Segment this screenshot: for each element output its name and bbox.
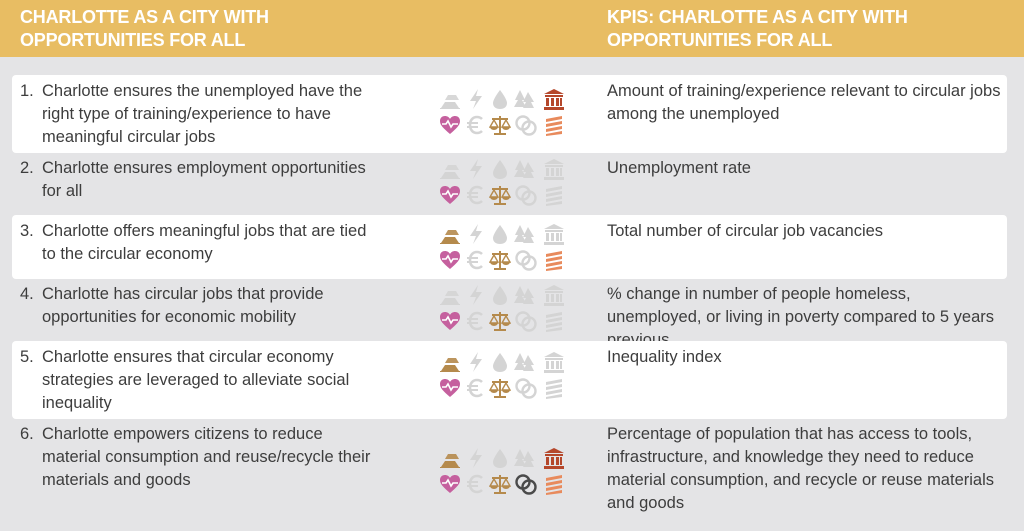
statement-text: Charlotte ensures that circular economy … xyxy=(42,348,350,412)
institution-icon xyxy=(543,447,565,469)
water-icon xyxy=(489,223,511,245)
scale-icon xyxy=(489,249,511,271)
table-row-5: 5. Charlotte ensures that circular econo… xyxy=(12,341,1007,419)
table-header: CHARLOTTE AS A CITY WITH OPPORTUNITIES F… xyxy=(0,0,1024,57)
institution-icon xyxy=(543,158,565,180)
kpi-text: Unemployment rate xyxy=(607,159,751,177)
stack-icon xyxy=(543,310,565,332)
scale-icon xyxy=(489,184,511,206)
energy-icon xyxy=(465,447,487,469)
euro-icon xyxy=(465,249,487,271)
energy-icon xyxy=(465,284,487,306)
institution-icon xyxy=(543,284,565,306)
materials-icon xyxy=(439,158,461,180)
row-number: 2. xyxy=(20,159,34,177)
energy-icon xyxy=(465,223,487,245)
forest-icon xyxy=(513,88,535,110)
euro-icon xyxy=(465,184,487,206)
health-icon xyxy=(439,473,461,495)
table-row-4: 4. Charlotte has circular jobs that prov… xyxy=(12,279,1007,349)
circles-icon xyxy=(515,310,537,332)
table-row-1: 1. Charlotte ensures the unemployed have… xyxy=(12,75,1007,153)
row-number: 6. xyxy=(20,425,34,443)
forest-icon xyxy=(513,447,535,469)
impact-icons xyxy=(425,447,564,495)
materials-icon xyxy=(439,447,461,469)
table-row-6: 6. Charlotte empowers citizens to reduce… xyxy=(12,419,1007,523)
health-icon xyxy=(439,249,461,271)
row-number: 5. xyxy=(20,348,34,366)
euro-icon xyxy=(465,473,487,495)
forest-icon xyxy=(513,158,535,180)
euro-icon xyxy=(465,377,487,399)
health-icon xyxy=(439,310,461,332)
euro-icon xyxy=(465,114,487,136)
stack-icon xyxy=(543,473,565,495)
energy-icon xyxy=(465,351,487,373)
scale-icon xyxy=(489,377,511,399)
kpi-text: Amount of training/experience relevant t… xyxy=(607,82,1001,123)
scale-icon xyxy=(489,310,511,332)
water-icon xyxy=(489,88,511,110)
energy-icon xyxy=(465,88,487,110)
statement-text: Charlotte offers meaningful jobs that ar… xyxy=(42,222,367,263)
kpi-text: % change in number of people homeless, u… xyxy=(607,285,995,349)
water-icon xyxy=(489,447,511,469)
water-icon xyxy=(489,158,511,180)
materials-icon xyxy=(439,88,461,110)
impact-icons xyxy=(425,158,564,206)
water-icon xyxy=(489,284,511,306)
health-icon xyxy=(439,184,461,206)
stack-icon xyxy=(543,184,565,206)
statement-text: Charlotte has circular jobs that provide… xyxy=(42,285,324,326)
institution-icon xyxy=(543,88,565,110)
euro-icon xyxy=(465,310,487,332)
table-row-2: 2. Charlotte ensures employment opportun… xyxy=(12,153,1007,215)
row-number: 4. xyxy=(20,285,34,303)
circles-icon xyxy=(515,377,537,399)
scale-icon xyxy=(489,473,511,495)
institution-icon xyxy=(543,223,565,245)
impact-icons xyxy=(425,223,564,271)
materials-icon xyxy=(439,223,461,245)
column-header-goals: CHARLOTTE AS A CITY WITH OPPORTUNITIES F… xyxy=(20,7,269,50)
statement-text: Charlotte empowers citizens to reduce ma… xyxy=(42,425,371,489)
circles-icon xyxy=(515,249,537,271)
table-row-3: 3. Charlotte offers meaningful jobs that… xyxy=(12,215,1007,279)
impact-icons xyxy=(425,284,564,332)
statement-text: Charlotte ensures the unemployed have th… xyxy=(42,82,363,146)
kpi-text: Percentage of population that has access… xyxy=(607,425,995,512)
statement-text: Charlotte ensures employment opportuniti… xyxy=(42,159,366,200)
column-header-kpis: KPIS: CHARLOTTE AS A CITY WITH OPPORTUNI… xyxy=(607,7,908,50)
row-number: 1. xyxy=(20,82,34,100)
forest-icon xyxy=(513,284,535,306)
health-icon xyxy=(439,377,461,399)
stack-icon xyxy=(543,114,565,136)
impact-icons xyxy=(425,351,564,399)
health-icon xyxy=(439,114,461,136)
impact-icons xyxy=(425,88,564,136)
institution-icon xyxy=(543,351,565,373)
stack-icon xyxy=(543,249,565,271)
circles-icon xyxy=(515,473,537,495)
row-number: 3. xyxy=(20,222,34,240)
materials-icon xyxy=(439,351,461,373)
materials-icon xyxy=(439,284,461,306)
energy-icon xyxy=(465,158,487,180)
kpi-text: Inequality index xyxy=(607,348,722,366)
forest-icon xyxy=(513,351,535,373)
circles-icon xyxy=(515,114,537,136)
water-icon xyxy=(489,351,511,373)
circles-icon xyxy=(515,184,537,206)
kpi-text: Total number of circular job vacancies xyxy=(607,222,884,240)
scale-icon xyxy=(489,114,511,136)
forest-icon xyxy=(513,223,535,245)
stack-icon xyxy=(543,377,565,399)
